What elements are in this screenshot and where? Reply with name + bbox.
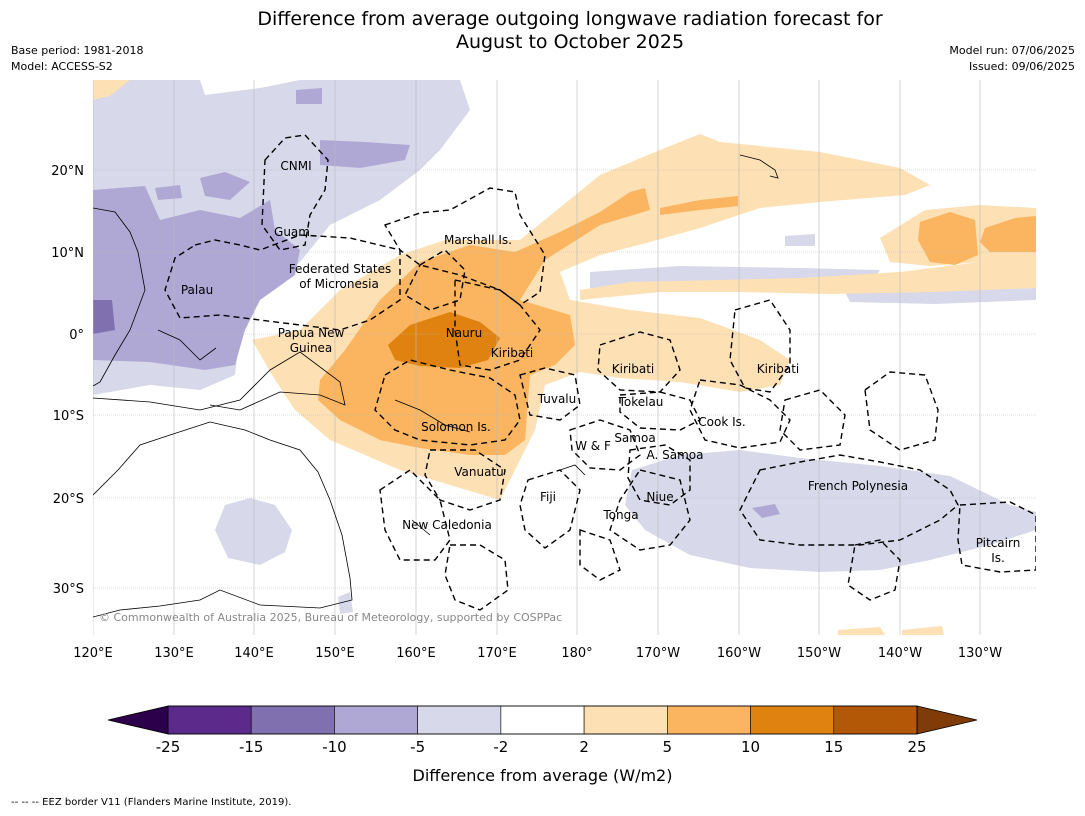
copyright-text: © Commonwealth of Australia 2025, Bureau… — [99, 611, 562, 624]
label-french-polynesia: French Polynesia — [808, 479, 908, 493]
label-kiribati-east: Kiribati — [757, 362, 799, 376]
lon-tick-label: 170°W — [636, 646, 680, 661]
colorbar-over-extension — [916, 705, 978, 735]
base-period: Base period: 1981-2018 — [11, 44, 144, 57]
label-cnmi: CNMI — [280, 159, 311, 173]
lon-tick-label: 130°W — [958, 646, 1002, 661]
label-pitcairn-line1: Pitcairn — [976, 536, 1021, 550]
label-png-line1: Papua New — [278, 326, 345, 340]
axis-labels: 120°E 130°E 140°E 150°E 160°E 170°E 180° 170°W 1… — [51, 164, 1002, 661]
colorbar-segment — [667, 705, 751, 735]
colorbar-segment — [750, 705, 835, 735]
lat-tick-label: 20°N — [51, 164, 84, 179]
label-tonga: Tonga — [602, 508, 638, 522]
label-tokelau: Tokelau — [618, 395, 664, 409]
issued-date: Issued: 09/06/2025 — [968, 60, 1075, 73]
lon-tick-label: 130°E — [154, 646, 194, 661]
lat-tick-label: 10°N — [51, 246, 84, 261]
label-tuvalu: Tuvalu — [537, 392, 577, 406]
label-samoa: Samoa — [614, 431, 655, 445]
label-fsm-line2: of Micronesia — [299, 277, 379, 291]
lat-tick-label: 10°S — [53, 409, 84, 424]
colorbar-tick-label: 5 — [663, 738, 673, 756]
colorbar-under-extension — [107, 705, 169, 735]
label-cook-islands: Cook Is. — [698, 415, 745, 429]
colorbar-tick-label: 2 — [579, 738, 589, 756]
colorbar-tick-label: -5 — [410, 738, 425, 756]
label-marshall: Marshall Is. — [444, 233, 512, 247]
label-niue: Niue — [646, 490, 673, 504]
eez-footnote: -- -- -- EEZ border V11 (Flanders Marine… — [11, 797, 292, 808]
map-panel: © Commonwealth of Australia 2025, Bureau… — [93, 80, 1036, 635]
chart-title-line2: August to October 2025 — [455, 31, 685, 53]
lon-tick-label: 170°E — [477, 646, 517, 661]
label-american-samoa: A. Samoa — [647, 448, 704, 462]
label-new-caledonia: New Caledonia — [402, 518, 492, 532]
lon-tick-label: 120°E — [73, 646, 113, 661]
label-fiji: Fiji — [540, 490, 556, 504]
colorbar-segment — [417, 705, 502, 735]
chart-title-line1: Difference from average outgoing longwav… — [257, 8, 883, 30]
colorbar-tick-label: -15 — [239, 738, 264, 756]
lat-tick-label: 30°S — [53, 582, 84, 597]
label-nauru: Nauru — [446, 326, 482, 340]
lon-tick-label: 150°E — [315, 646, 355, 661]
label-wallis-futuna: W & F — [575, 439, 611, 453]
colorbar-tick-label: -2 — [493, 738, 508, 756]
colorbar-segment — [500, 705, 585, 735]
label-solomon-islands: Solomon Is. — [421, 420, 491, 434]
eez-borders — [164, 134, 1036, 611]
colorbar-frame — [167, 705, 918, 735]
colorbar-tick-label: -25 — [156, 738, 181, 756]
lat-tick-label: 0° — [69, 328, 84, 343]
colorbar-segment — [167, 705, 252, 735]
colorbar-segment — [250, 705, 335, 735]
model-run: Model run: 07/06/2025 — [949, 44, 1075, 57]
coastlines — [93, 154, 779, 618]
colorbar-segment — [334, 705, 418, 735]
lon-tick-label: 140°W — [878, 646, 922, 661]
colorbar-segment — [583, 705, 668, 735]
region-labels: CNMI Guam Marshall Is. Federated States … — [181, 159, 1020, 565]
label-kiribati-west: Kiribati — [491, 346, 533, 360]
label-png-line2: Guinea — [290, 341, 333, 355]
label-pitcairn-line2: Is. — [991, 551, 1005, 565]
label-palau: Palau — [181, 283, 213, 297]
colorbar-segment — [833, 705, 918, 735]
lon-tick-label: 160°W — [717, 646, 761, 661]
label-vanuatu: Vanuatu — [454, 465, 504, 479]
lat-tick-label: 20°S — [53, 492, 84, 507]
label-kiribati-central: Kiribati — [612, 362, 654, 376]
label-fsm-line1: Federated States — [289, 262, 391, 276]
lon-tick-label: 180° — [561, 646, 592, 661]
anomaly-medium-purple — [93, 88, 780, 518]
lon-tick-label: 150°W — [797, 646, 841, 661]
label-guam: Guam — [274, 225, 310, 239]
map-gridlines — [93, 80, 1036, 635]
lon-tick-label: 160°E — [396, 646, 436, 661]
lon-tick-label: 140°E — [234, 646, 274, 661]
colorbar-tick-label: -10 — [322, 738, 347, 756]
colorbar-tick-label: 25 — [907, 738, 926, 756]
colorbar-tick-label: 15 — [824, 738, 843, 756]
colorbar-label: Difference from average (W/m2) — [412, 766, 673, 785]
copyright-layer: © Commonwealth of Australia 2025, Bureau… — [99, 611, 562, 624]
anomaly-dark-purple — [93, 300, 115, 334]
colorbar-tick-label: 10 — [741, 738, 760, 756]
colorbar: -25 -15 -10 -5 -2 2 5 10 15 25 — [107, 705, 978, 756]
model-name: Model: ACCESS-S2 — [11, 60, 113, 73]
